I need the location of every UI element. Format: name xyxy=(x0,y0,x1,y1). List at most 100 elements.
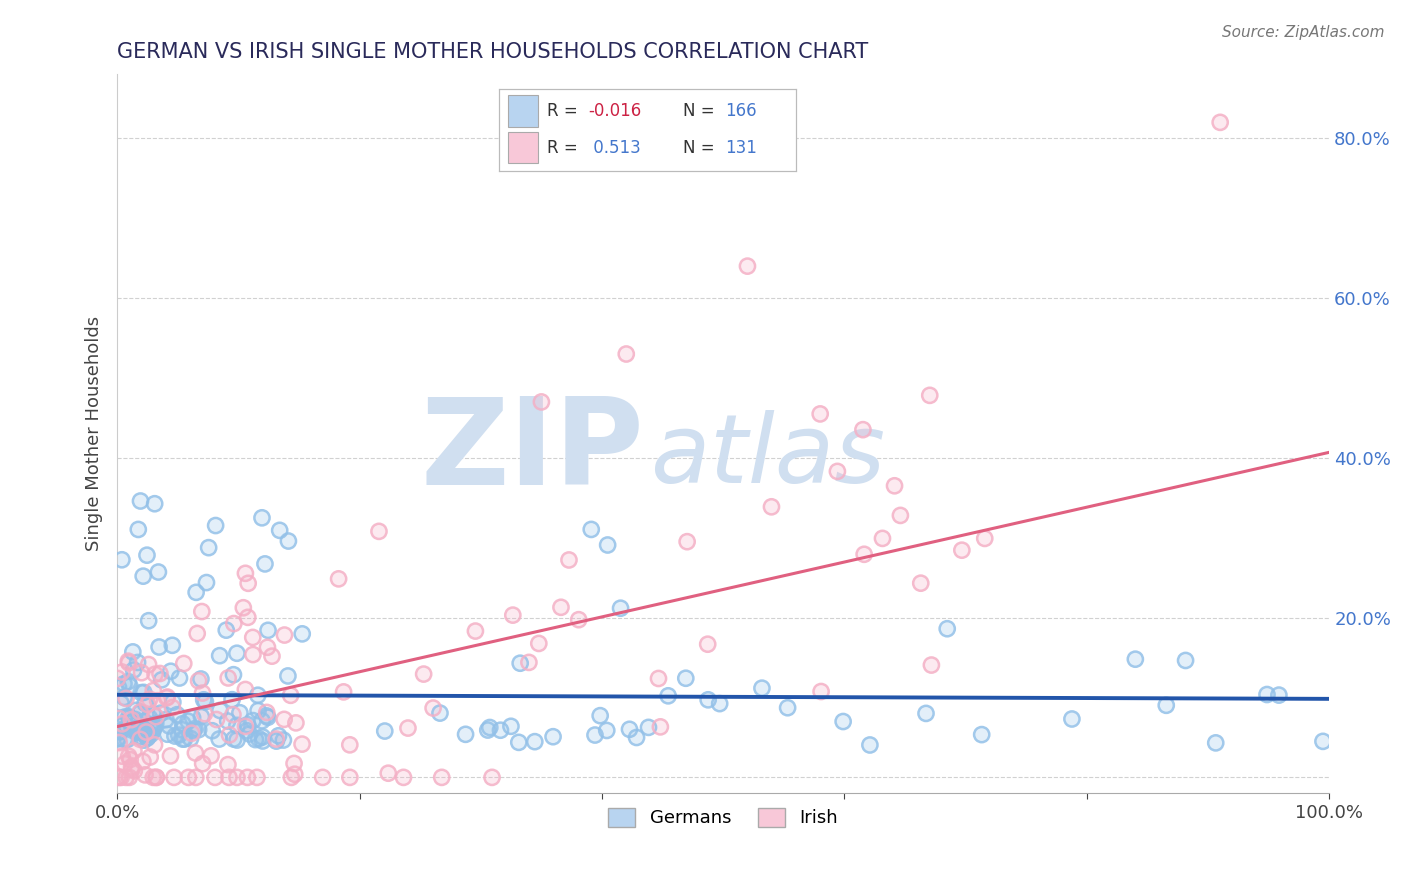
Point xyxy=(256,710,278,724)
Point xyxy=(283,756,305,771)
Point xyxy=(377,766,399,780)
Point xyxy=(883,479,905,493)
Point xyxy=(550,600,572,615)
Point xyxy=(256,710,278,724)
Point xyxy=(257,624,280,638)
Point xyxy=(596,723,619,738)
Point xyxy=(273,712,295,726)
Point xyxy=(1154,698,1177,713)
Point xyxy=(159,665,181,679)
Point xyxy=(236,770,259,784)
Point xyxy=(217,757,239,772)
Point xyxy=(107,711,129,725)
Point xyxy=(454,727,477,741)
Point xyxy=(138,614,160,628)
Point xyxy=(132,569,155,583)
Point xyxy=(609,601,631,615)
Point xyxy=(142,722,165,736)
Point xyxy=(115,720,138,734)
Point xyxy=(111,716,134,731)
Point xyxy=(1174,653,1197,667)
Point xyxy=(541,730,564,744)
Point xyxy=(889,508,911,523)
Point xyxy=(107,711,129,725)
Point xyxy=(121,645,143,659)
Point xyxy=(709,697,731,711)
Point xyxy=(194,695,217,709)
Point xyxy=(374,724,396,739)
Point xyxy=(134,768,156,782)
Point xyxy=(118,770,141,784)
Point xyxy=(277,669,299,683)
Point xyxy=(222,732,245,747)
Point xyxy=(226,733,249,747)
Point xyxy=(852,423,875,437)
Point xyxy=(568,613,591,627)
Point xyxy=(177,714,200,729)
Point xyxy=(950,543,973,558)
Point xyxy=(159,748,181,763)
Point xyxy=(184,746,207,760)
Point xyxy=(139,727,162,741)
Point xyxy=(142,770,165,784)
Point xyxy=(191,686,214,700)
Point xyxy=(650,720,672,734)
Point xyxy=(143,738,166,752)
Point xyxy=(111,665,134,679)
Point xyxy=(217,671,239,685)
Point xyxy=(112,732,135,747)
Point xyxy=(145,770,167,784)
Point xyxy=(236,723,259,738)
Point xyxy=(172,716,194,731)
Point xyxy=(114,710,136,724)
Point xyxy=(204,518,226,533)
Point xyxy=(675,671,697,685)
Point xyxy=(832,714,855,729)
Point xyxy=(527,636,550,650)
Point xyxy=(284,767,307,781)
Point xyxy=(129,732,152,747)
Point xyxy=(108,770,131,784)
Point xyxy=(107,681,129,695)
Point xyxy=(145,716,167,731)
Point xyxy=(392,770,415,784)
Point xyxy=(136,698,159,712)
Point xyxy=(128,730,150,744)
Point xyxy=(915,706,938,721)
Point xyxy=(138,657,160,672)
Point xyxy=(149,706,172,721)
Point xyxy=(430,770,453,784)
Point xyxy=(172,723,194,737)
Point xyxy=(637,720,659,734)
Point xyxy=(910,576,932,591)
Point xyxy=(581,523,603,537)
Point xyxy=(368,524,391,539)
Point xyxy=(256,640,278,655)
Point xyxy=(135,726,157,740)
Point xyxy=(136,731,159,745)
Point xyxy=(136,727,159,741)
Point xyxy=(225,646,247,660)
Point xyxy=(118,749,141,764)
Point xyxy=(139,720,162,734)
Point xyxy=(163,729,186,743)
Point xyxy=(339,770,361,784)
Point xyxy=(187,723,209,737)
Point xyxy=(184,746,207,760)
Point xyxy=(1060,712,1083,726)
Point xyxy=(136,731,159,745)
Point xyxy=(159,665,181,679)
Point xyxy=(134,733,156,747)
Point xyxy=(273,733,295,747)
Point xyxy=(260,649,283,664)
Point xyxy=(657,689,679,703)
Point xyxy=(422,701,444,715)
Point xyxy=(235,566,257,581)
Point xyxy=(172,716,194,731)
Point xyxy=(195,575,218,590)
Point xyxy=(253,557,276,571)
Point xyxy=(132,714,155,729)
Point xyxy=(918,388,941,402)
Point xyxy=(136,727,159,741)
Point xyxy=(112,690,135,705)
